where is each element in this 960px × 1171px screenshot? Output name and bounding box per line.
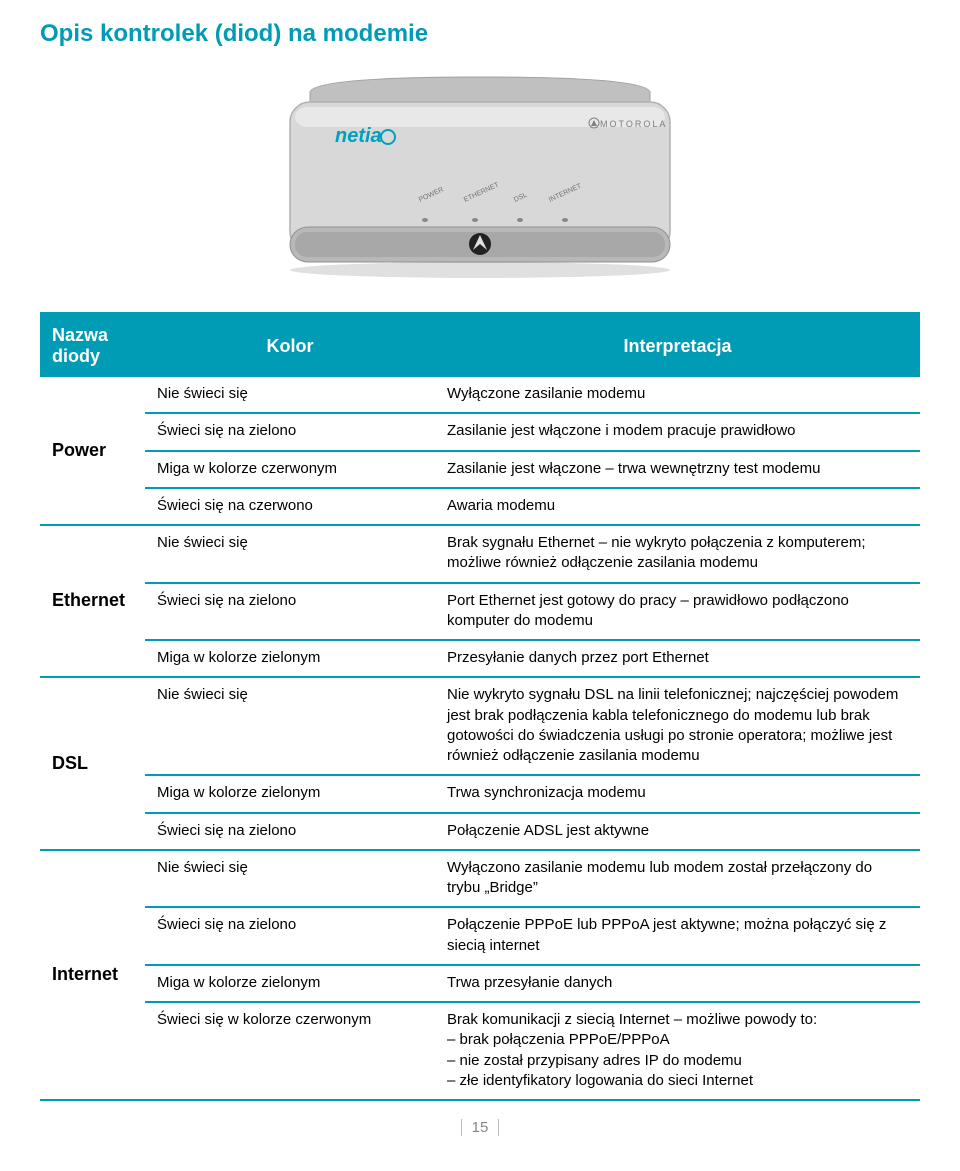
cell-kolor: Świeci się na zielono <box>145 907 435 965</box>
group-name: Power <box>40 377 145 525</box>
header-kolor: Kolor <box>145 314 435 378</box>
cell-kolor: Świeci się na zielono <box>145 813 435 850</box>
cell-interpretacja: Brak sygnału Ethernet – nie wykryto połą… <box>435 525 920 583</box>
cell-kolor: Miga w kolorze zielonym <box>145 965 435 1002</box>
cell-interpretacja: Port Ethernet jest gotowy do pracy – pra… <box>435 583 920 641</box>
group-name: Internet <box>40 850 145 1100</box>
cell-interpretacja: Brak komunikacji z siecią Internet – moż… <box>435 1002 920 1100</box>
table-row: Świeci się na zielonoPołączenie ADSL jes… <box>40 813 920 850</box>
table-row: Miga w kolorze zielonymTrwa synchronizac… <box>40 775 920 812</box>
cell-kolor: Świeci się w kolorze czerwonym <box>145 1002 435 1100</box>
cell-kolor: Miga w kolorze czerwonym <box>145 451 435 488</box>
table-row: Świeci się na zielonoPort Ethernet jest … <box>40 583 920 641</box>
cell-interpretacja: Trwa przesyłanie danych <box>435 965 920 1002</box>
cell-kolor: Świeci się na czerwono <box>145 488 435 525</box>
led-table: Nazwa diody Kolor Interpretacja PowerNie… <box>40 312 920 1101</box>
cell-interpretacja: Przesyłanie danych przez port Ethernet <box>435 640 920 677</box>
table-row: PowerNie świeci sięWyłączone zasilanie m… <box>40 377 920 413</box>
cell-kolor: Miga w kolorze zielonym <box>145 775 435 812</box>
svg-text:MOTOROLA: MOTOROLA <box>600 119 667 129</box>
group-name: DSL <box>40 677 145 850</box>
table-row: Świeci się na zielonoZasilanie jest włąc… <box>40 413 920 450</box>
cell-kolor: Nie świeci się <box>145 677 435 775</box>
header-interpretacja: Interpretacja <box>435 314 920 378</box>
cell-kolor: Nie świeci się <box>145 377 435 413</box>
cell-kolor: Świeci się na zielono <box>145 583 435 641</box>
cell-interpretacja: Wyłączone zasilanie modemu <box>435 377 920 413</box>
cell-interpretacja: Zasilanie jest włączone i modem pracuje … <box>435 413 920 450</box>
cell-kolor: Świeci się na zielono <box>145 413 435 450</box>
cell-interpretacja: Awaria modemu <box>435 488 920 525</box>
table-row: DSLNie świeci sięNie wykryto sygnału DSL… <box>40 677 920 775</box>
page-number: 15 <box>40 1119 920 1136</box>
table-row: Miga w kolorze zielonymTrwa przesyłanie … <box>40 965 920 1002</box>
table-header-row: Nazwa diody Kolor Interpretacja <box>40 314 920 378</box>
table-row: InternetNie świeci sięWyłączono zasilani… <box>40 850 920 908</box>
cell-kolor: Nie świeci się <box>145 525 435 583</box>
header-nazwa: Nazwa diody <box>40 314 145 378</box>
table-row: Świeci się na czerwonoAwaria modemu <box>40 488 920 525</box>
table-row: Świeci się w kolorze czerwonymBrak komun… <box>40 1002 920 1100</box>
cell-interpretacja: Połączenie PPPoE lub PPPoA jest aktywne;… <box>435 907 920 965</box>
cell-interpretacja: Połączenie ADSL jest aktywne <box>435 813 920 850</box>
table-row: EthernetNie świeci sięBrak sygnału Ether… <box>40 525 920 583</box>
modem-illustration: netia MOTOROLA POWER ETHERNET DSL INTERN… <box>40 72 920 282</box>
table-row: Miga w kolorze czerwonymZasilanie jest w… <box>40 451 920 488</box>
svg-text:netia: netia <box>335 125 382 147</box>
cell-kolor: Nie świeci się <box>145 850 435 908</box>
table-row: Świeci się na zielonoPołączenie PPPoE lu… <box>40 907 920 965</box>
cell-interpretacja: Nie wykryto sygnału DSL na linii telefon… <box>435 677 920 775</box>
page-title: Opis kontrolek (diod) na modemie <box>40 20 920 48</box>
group-name: Ethernet <box>40 525 145 677</box>
cell-interpretacja: Wyłączono zasilanie modemu lub modem zos… <box>435 850 920 908</box>
cell-interpretacja: Trwa synchronizacja modemu <box>435 775 920 812</box>
cell-kolor: Miga w kolorze zielonym <box>145 640 435 677</box>
table-row: Miga w kolorze zielonymPrzesyłanie danyc… <box>40 640 920 677</box>
cell-interpretacja: Zasilanie jest włączone – trwa wewnętrzn… <box>435 451 920 488</box>
